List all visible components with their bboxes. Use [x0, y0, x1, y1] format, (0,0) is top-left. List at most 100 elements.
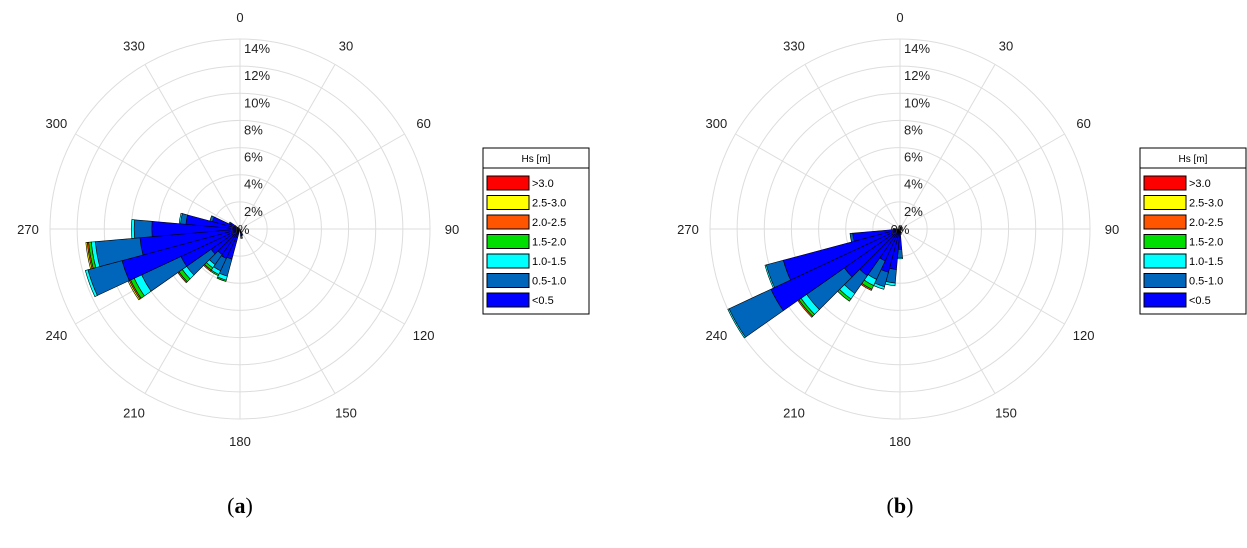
radial-tick-label: 12%	[904, 68, 930, 83]
grid-spoke	[899, 64, 996, 230]
radial-tick-label: 12%	[244, 68, 270, 83]
legend-swatch	[1143, 195, 1187, 210]
legend-label: 2.0-2.5	[532, 217, 566, 229]
petal-segment	[849, 232, 855, 243]
radial-tick-label: 14%	[244, 41, 270, 56]
panel-caption: (b)	[887, 493, 914, 518]
angle-tick-label: 270	[677, 222, 699, 237]
legend-label: 2.5-3.0	[532, 198, 566, 210]
angle-tick-label: 150	[995, 406, 1017, 421]
legend-swatch	[486, 195, 530, 210]
petal-segment	[84, 269, 98, 298]
grid-spoke	[899, 228, 1065, 325]
radial-tick-label: 2%	[904, 204, 923, 219]
panel-caption: (a)	[227, 493, 253, 518]
radial-tick-label: 14%	[904, 41, 930, 56]
legend-swatch	[1143, 292, 1187, 308]
legend-title: Hs [m]	[522, 154, 551, 165]
legend-label: 1.0-1.5	[1189, 256, 1223, 268]
legend-swatch	[486, 214, 530, 230]
legend-box	[1139, 147, 1247, 315]
petal-segment	[216, 276, 227, 282]
petal-segment	[85, 242, 93, 270]
petal-segment	[131, 219, 135, 239]
grid-spoke	[804, 64, 901, 230]
grid-spoke	[75, 133, 241, 230]
legend-swatch	[486, 234, 530, 249]
radial-tick-label: 8%	[904, 122, 923, 137]
petal-segment	[899, 227, 903, 230]
angle-tick-label: 180	[889, 434, 911, 449]
legend: Hs [m] >3.0 2.5-3.0 2.0-2.5 1.5-2.0 1.0-1.5 0.…	[482, 147, 590, 315]
angle-tick-label: 240	[46, 328, 68, 343]
petal-segment	[133, 219, 153, 239]
legend-label: >3.0	[1189, 178, 1211, 190]
petal-segment	[178, 212, 183, 225]
legend-swatch	[1143, 253, 1187, 269]
angle-tick-label: 30	[339, 38, 353, 53]
angle-tick-label: 90	[1105, 222, 1119, 237]
angle-tick-label: 210	[123, 406, 145, 421]
angle-tick-label: 120	[1073, 328, 1095, 343]
legend-swatch	[1143, 234, 1187, 249]
angle-tick-label: 300	[46, 116, 68, 131]
radial-tick-label: 6%	[244, 150, 263, 165]
legend-swatch	[486, 175, 530, 191]
legend-label: 0.5-1.0	[532, 276, 566, 288]
center-label: 0%	[891, 222, 910, 237]
angle-tick-label: 150	[335, 406, 357, 421]
petal-segment	[209, 215, 215, 222]
angle-tick-label: 120	[413, 328, 435, 343]
legend-label: 1.5-2.0	[1189, 237, 1223, 249]
legend-swatch	[1143, 273, 1187, 288]
legend-label: <0.5	[1189, 295, 1211, 307]
angle-tick-label: 240	[706, 328, 728, 343]
petal-segment	[892, 228, 895, 230]
angle-tick-label: 330	[123, 38, 145, 53]
windrose-panel-b: 0% 2% 4% 6% 8% 10% 12% 14% 0 30 60 90 120 150 180 210 24…	[677, 10, 1247, 518]
radial-tick-label: 4%	[904, 177, 923, 192]
radial-tick-label: 10%	[244, 95, 270, 110]
petal-segment	[727, 308, 746, 339]
radial-tick-label: 4%	[244, 177, 263, 192]
grid-spoke	[735, 133, 901, 230]
radial-tick-label: 10%	[904, 95, 930, 110]
petal-segment	[897, 257, 903, 260]
petal-segment	[764, 264, 775, 289]
petal-segment	[240, 235, 243, 239]
angle-tick-label: 60	[416, 116, 430, 131]
radial-tick-label: 6%	[904, 150, 923, 165]
grid-spoke	[239, 64, 336, 230]
legend-title: Hs [m]	[1179, 154, 1208, 165]
grid-spoke	[899, 228, 996, 394]
legend-label: >3.0	[532, 178, 554, 190]
angle-tick-label: 30	[999, 38, 1013, 53]
angle-tick-label: 330	[783, 38, 805, 53]
grid-spoke	[899, 133, 1065, 230]
legend-swatch	[1143, 214, 1187, 230]
grid-spoke	[239, 228, 405, 325]
legend-label: 2.5-3.0	[1189, 198, 1223, 210]
center-label: 0%	[231, 222, 250, 237]
legend-label: 0.5-1.0	[1189, 276, 1223, 288]
angle-tick-label: 180	[229, 434, 251, 449]
petal-segment	[228, 221, 232, 225]
legend-label: 1.0-1.5	[532, 256, 566, 268]
radial-tick-label: 8%	[244, 122, 263, 137]
angle-tick-label: 210	[783, 406, 805, 421]
angle-tick-label: 90	[445, 222, 459, 237]
grid-spoke	[144, 64, 241, 230]
legend-box	[482, 147, 590, 315]
legend-swatch	[486, 292, 530, 308]
grid-spoke	[239, 133, 405, 230]
grid-spoke	[239, 228, 336, 394]
legend-swatch	[486, 253, 530, 269]
angle-tick-label: 270	[17, 222, 39, 237]
radial-tick-label: 2%	[244, 204, 263, 219]
angle-tick-label: 0	[896, 10, 903, 25]
petal-segment	[899, 228, 903, 231]
legend-swatch	[1143, 175, 1187, 191]
angle-tick-label: 300	[706, 116, 728, 131]
legend-label: 2.0-2.5	[1189, 217, 1223, 229]
